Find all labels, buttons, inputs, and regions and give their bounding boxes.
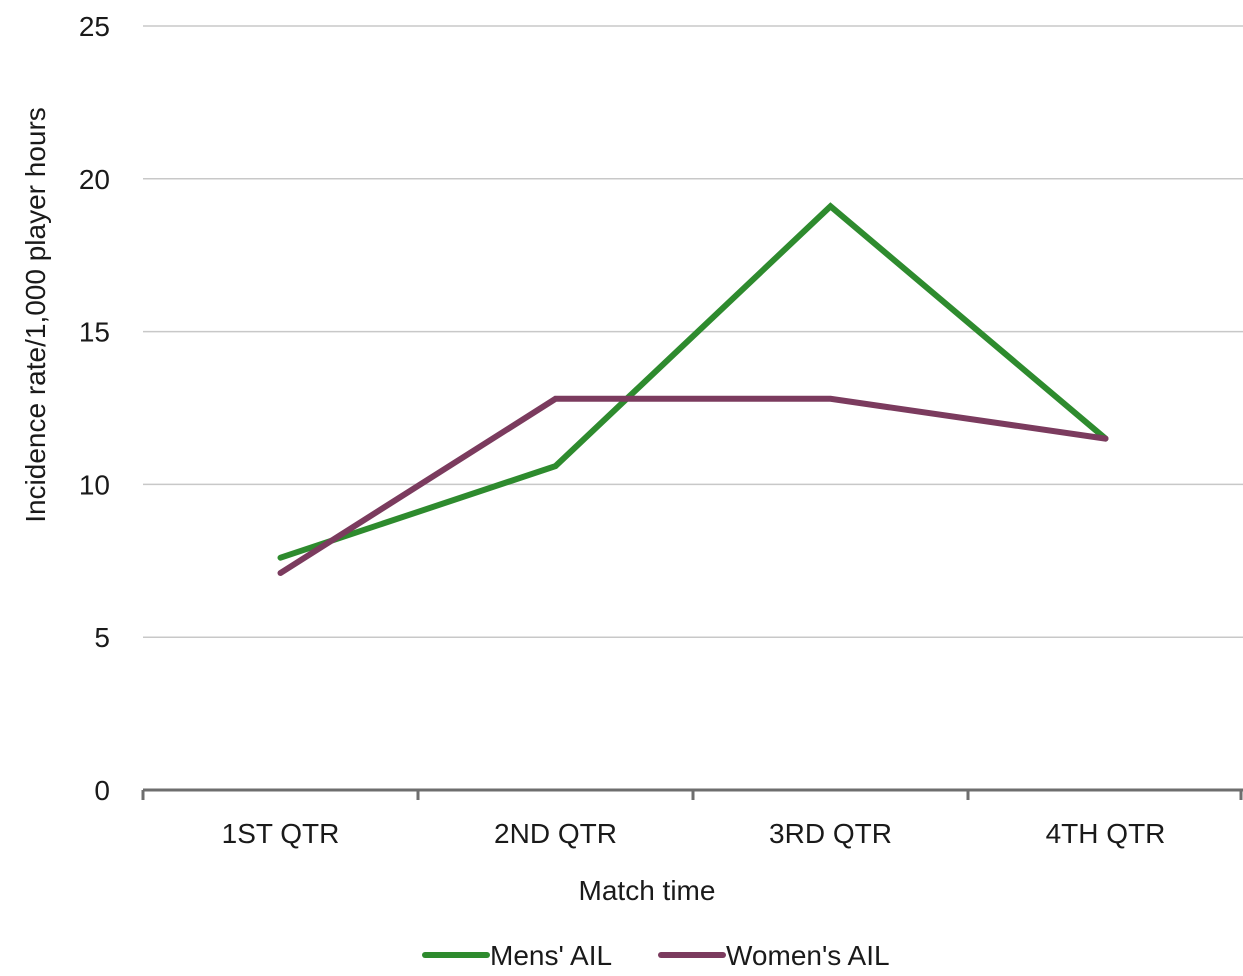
x-tick-label: 4TH QTR — [1046, 818, 1166, 849]
data-point — [278, 555, 283, 560]
data-point — [278, 571, 283, 576]
y-axis-title: Incidence rate/1,000 player hours — [20, 107, 51, 523]
y-tick-label: 25 — [79, 11, 110, 42]
x-tick-labels: 1ST QTR 2ND QTR 3RD QTR 4TH QTR — [222, 818, 1166, 849]
data-point — [553, 464, 558, 469]
y-tick-label: 15 — [79, 317, 110, 348]
x-axis-title: Match time — [579, 875, 716, 906]
data-point — [828, 396, 833, 401]
y-tick-label: 10 — [79, 469, 110, 500]
x-tick-label: 2ND QTR — [494, 818, 617, 849]
legend-label: Mens' AIL — [490, 940, 612, 971]
x-axis — [141, 788, 1243, 800]
data-point — [1103, 436, 1108, 441]
data-point — [553, 396, 558, 401]
x-tick-label: 3RD QTR — [769, 818, 892, 849]
y-tick-label: 20 — [79, 164, 110, 195]
y-tick-label: 0 — [94, 775, 110, 806]
series-lines — [277, 202, 1109, 576]
legend: Mens' AIL Women's AIL — [422, 940, 890, 971]
y-tick-labels: 0 5 10 15 20 25 — [79, 11, 110, 806]
legend-label: Women's AIL — [726, 940, 890, 971]
series-line-1 — [277, 395, 1109, 576]
y-tick-label: 5 — [94, 622, 110, 653]
series-line-0 — [277, 202, 1109, 561]
data-point — [828, 204, 833, 209]
gridlines — [143, 25, 1243, 638]
x-tick-label: 1ST QTR — [222, 818, 340, 849]
